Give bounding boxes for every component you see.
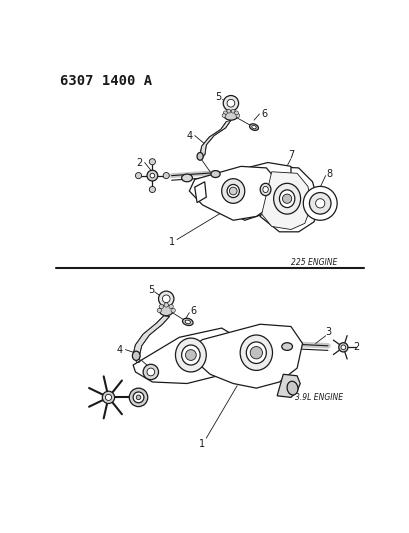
Ellipse shape xyxy=(227,184,239,198)
Circle shape xyxy=(229,187,236,195)
Text: 6: 6 xyxy=(260,109,266,119)
Text: 1: 1 xyxy=(168,237,174,247)
Circle shape xyxy=(227,99,234,107)
Circle shape xyxy=(143,364,158,379)
Ellipse shape xyxy=(286,381,297,395)
Ellipse shape xyxy=(182,318,193,326)
Text: 1: 1 xyxy=(199,439,205,449)
Circle shape xyxy=(315,199,324,208)
Ellipse shape xyxy=(223,111,237,120)
Circle shape xyxy=(234,111,238,115)
Circle shape xyxy=(338,343,347,352)
Ellipse shape xyxy=(249,124,258,131)
Circle shape xyxy=(136,395,140,400)
Circle shape xyxy=(309,192,330,214)
Ellipse shape xyxy=(240,335,272,370)
Polygon shape xyxy=(202,163,290,220)
Text: 4: 4 xyxy=(117,345,123,354)
Ellipse shape xyxy=(210,171,220,177)
Ellipse shape xyxy=(260,183,270,196)
Circle shape xyxy=(222,114,225,117)
Text: 225 ENGINE: 225 ENGINE xyxy=(290,258,337,267)
Circle shape xyxy=(226,109,230,113)
Circle shape xyxy=(223,111,227,115)
Ellipse shape xyxy=(185,320,190,324)
Circle shape xyxy=(147,368,154,376)
Circle shape xyxy=(158,291,173,306)
Polygon shape xyxy=(189,324,302,388)
Ellipse shape xyxy=(281,343,292,350)
Polygon shape xyxy=(200,120,230,156)
Ellipse shape xyxy=(159,305,173,316)
Ellipse shape xyxy=(175,338,206,372)
Polygon shape xyxy=(260,166,317,232)
Text: 5: 5 xyxy=(214,92,220,102)
Circle shape xyxy=(129,388,147,407)
Circle shape xyxy=(133,392,144,403)
Circle shape xyxy=(146,170,157,181)
Text: 3: 3 xyxy=(324,327,330,337)
Circle shape xyxy=(171,308,175,312)
Circle shape xyxy=(222,95,238,111)
Text: 2: 2 xyxy=(353,342,359,352)
Ellipse shape xyxy=(246,342,266,364)
Ellipse shape xyxy=(221,179,244,203)
Circle shape xyxy=(149,187,155,192)
Ellipse shape xyxy=(181,345,200,365)
Text: 6307 1400 A: 6307 1400 A xyxy=(60,74,152,88)
Circle shape xyxy=(163,173,169,179)
Ellipse shape xyxy=(197,152,203,160)
Circle shape xyxy=(102,391,115,403)
Circle shape xyxy=(282,194,291,203)
Ellipse shape xyxy=(273,183,300,214)
Circle shape xyxy=(164,303,168,307)
Text: 8: 8 xyxy=(326,169,332,179)
Polygon shape xyxy=(194,182,206,203)
Text: 7: 7 xyxy=(287,150,293,160)
Circle shape xyxy=(150,173,154,178)
Text: 3.9L ENGINE: 3.9L ENGINE xyxy=(294,393,342,402)
Circle shape xyxy=(231,109,234,113)
Text: 3: 3 xyxy=(197,150,203,160)
Circle shape xyxy=(249,346,262,359)
Circle shape xyxy=(149,159,155,165)
Text: 8: 8 xyxy=(134,356,140,366)
Text: 6: 6 xyxy=(190,306,196,316)
Ellipse shape xyxy=(251,125,256,129)
Circle shape xyxy=(162,295,170,303)
Polygon shape xyxy=(133,328,240,384)
Circle shape xyxy=(135,173,141,179)
Text: 5: 5 xyxy=(147,285,154,295)
Ellipse shape xyxy=(132,351,140,360)
Circle shape xyxy=(169,304,173,309)
Polygon shape xyxy=(276,374,299,398)
Ellipse shape xyxy=(181,174,192,182)
Circle shape xyxy=(235,114,239,117)
Circle shape xyxy=(303,187,336,220)
Circle shape xyxy=(185,350,196,360)
Polygon shape xyxy=(189,166,279,220)
Text: 4: 4 xyxy=(186,131,192,141)
Ellipse shape xyxy=(262,187,267,192)
Circle shape xyxy=(105,394,111,400)
Circle shape xyxy=(159,304,163,309)
Polygon shape xyxy=(261,172,311,230)
Text: 2: 2 xyxy=(136,158,142,167)
Polygon shape xyxy=(133,316,169,356)
Ellipse shape xyxy=(279,190,294,207)
Circle shape xyxy=(157,308,161,312)
Circle shape xyxy=(340,345,345,350)
